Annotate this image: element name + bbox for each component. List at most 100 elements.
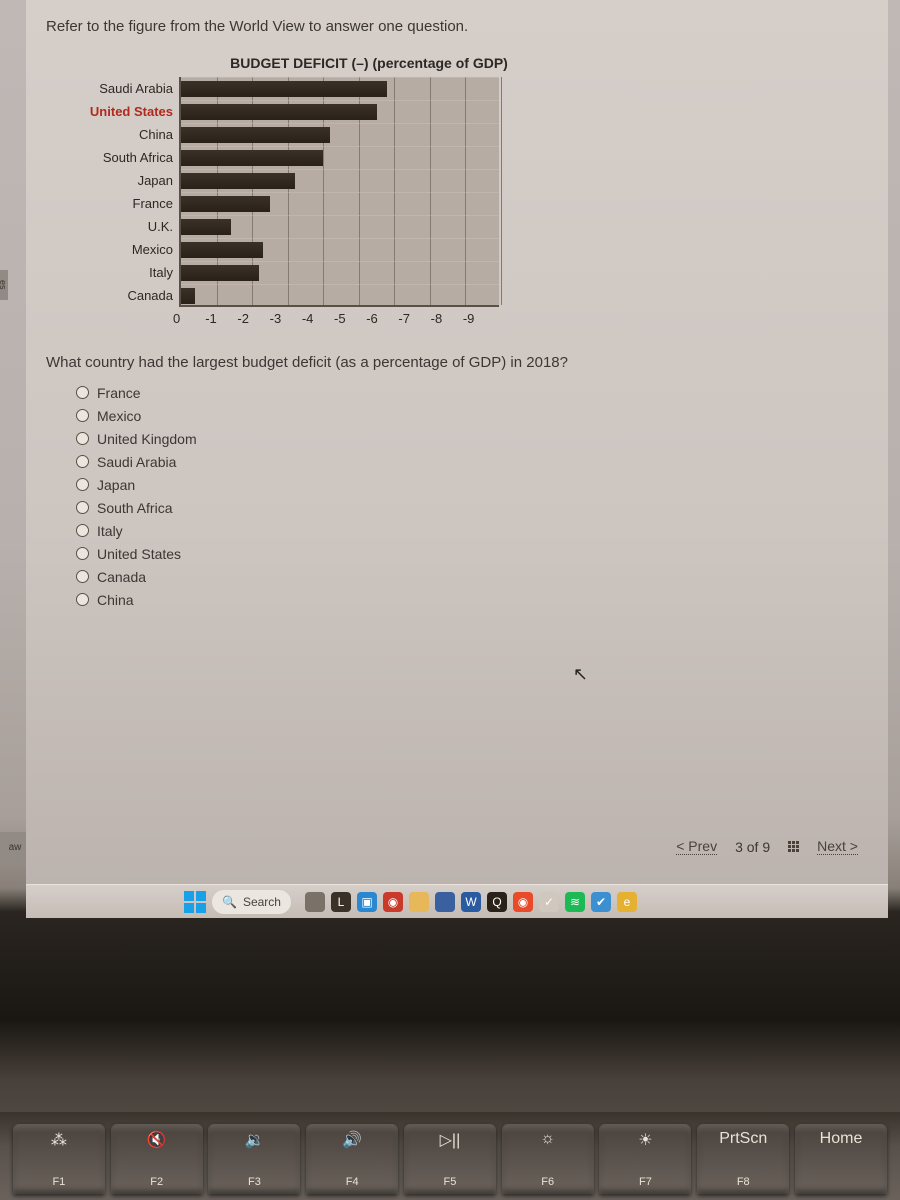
search-icon: 🔍 bbox=[222, 895, 237, 909]
radio-icon bbox=[76, 524, 89, 537]
y-label: Japan bbox=[71, 169, 179, 192]
radio-icon bbox=[76, 455, 89, 468]
radio-icon bbox=[76, 432, 89, 445]
bar bbox=[181, 242, 263, 258]
answer-option[interactable]: Japan bbox=[76, 473, 868, 496]
bar bbox=[181, 150, 323, 166]
left-edge-tab-1: es bbox=[0, 270, 8, 300]
page-content: Refer to the figure from the World View … bbox=[26, 0, 888, 885]
option-label: Japan bbox=[97, 477, 135, 493]
key-F7: ☀F7 bbox=[599, 1124, 691, 1194]
prev-label: Prev bbox=[688, 838, 717, 854]
y-label: France bbox=[71, 192, 179, 215]
taskbar-app-app2[interactable]: L bbox=[331, 892, 351, 912]
option-label: United States bbox=[97, 546, 181, 562]
option-label: Saudi Arabia bbox=[97, 454, 176, 470]
answer-option[interactable]: Saudi Arabia bbox=[76, 450, 868, 473]
answer-option[interactable]: United Kingdom bbox=[76, 427, 868, 450]
x-tick: -9 bbox=[463, 307, 495, 326]
key-F4: 🔊F4 bbox=[306, 1124, 398, 1194]
taskbar-app-edge[interactable]: e bbox=[617, 892, 637, 912]
key-F5: ▷||F5 bbox=[404, 1124, 496, 1194]
answer-option[interactable]: China bbox=[76, 588, 868, 611]
taskbar-app-word[interactable]: W bbox=[461, 892, 481, 912]
y-label: China bbox=[71, 123, 179, 146]
radio-icon bbox=[76, 501, 89, 514]
taskbar-icons: L ▣ ◉ WQ ◉ ✓ ≋ ✔ e bbox=[305, 892, 637, 912]
y-label: United States bbox=[71, 100, 179, 123]
keyboard-row: ⁂F1🔇F2🔉F3🔊F4▷||F5☼F6☀F7PrtScnF8Home bbox=[0, 1112, 900, 1200]
option-label: Canada bbox=[97, 569, 146, 585]
bar bbox=[181, 127, 330, 143]
key-F3: 🔉F3 bbox=[208, 1124, 300, 1194]
answer-option[interactable]: France bbox=[76, 381, 868, 404]
cursor-icon: ↖ bbox=[573, 664, 588, 685]
next-button[interactable]: Next > bbox=[817, 838, 858, 855]
pager-position: 3 of 9 bbox=[735, 839, 770, 855]
x-tick: -4 bbox=[302, 307, 334, 326]
chart-x-axis: 0-1-2-3-4-5-6-7-8-9 bbox=[179, 307, 501, 326]
option-label: Italy bbox=[97, 523, 123, 539]
taskbar-app-app1[interactable] bbox=[305, 892, 325, 912]
bar bbox=[181, 81, 387, 97]
answer-option[interactable]: South Africa bbox=[76, 496, 868, 519]
chart-y-labels: Saudi ArabiaUnited StatesChinaSouth Afri… bbox=[71, 77, 179, 307]
x-tick: -3 bbox=[270, 307, 302, 326]
taskbar: 🔍 Search L ▣ ◉ WQ ◉ ✓ ≋ ✔ e bbox=[26, 884, 888, 918]
option-label: France bbox=[97, 385, 141, 401]
y-label: South Africa bbox=[71, 146, 179, 169]
key-F6: ☼F6 bbox=[502, 1124, 594, 1194]
prev-button[interactable]: < Prev bbox=[676, 838, 717, 855]
radio-icon bbox=[76, 386, 89, 399]
taskbar-app-files[interactable] bbox=[409, 892, 429, 912]
pager: < Prev 3 of 9 Next > bbox=[676, 838, 858, 855]
option-label: United Kingdom bbox=[97, 431, 197, 447]
y-label: U.K. bbox=[71, 215, 179, 238]
bar bbox=[181, 219, 231, 235]
key-F2: 🔇F2 bbox=[111, 1124, 203, 1194]
x-tick: -5 bbox=[334, 307, 366, 326]
question-text: What country had the largest budget defi… bbox=[46, 354, 868, 371]
taskbar-app-app5[interactable]: Q bbox=[487, 892, 507, 912]
instruction-text: Refer to the figure from the World View … bbox=[46, 18, 868, 35]
chart: BUDGET DEFICIT (–) (percentage of GDP) S… bbox=[71, 55, 868, 326]
bar bbox=[181, 265, 259, 281]
taskbar-app-check[interactable]: ✔ bbox=[591, 892, 611, 912]
next-label: Next bbox=[817, 838, 846, 854]
grid-view-icon[interactable] bbox=[788, 841, 799, 852]
answer-option[interactable]: United States bbox=[76, 542, 868, 565]
radio-icon bbox=[76, 409, 89, 422]
x-tick: -6 bbox=[366, 307, 398, 326]
y-label: Italy bbox=[71, 261, 179, 284]
taskbar-app-app4[interactable] bbox=[435, 892, 455, 912]
taskbar-app-camera[interactable]: ▣ bbox=[357, 892, 377, 912]
x-tick: -7 bbox=[398, 307, 430, 326]
taskbar-app-app6[interactable]: ✓ bbox=[539, 892, 559, 912]
option-label: South Africa bbox=[97, 500, 173, 516]
answer-option[interactable]: Canada bbox=[76, 565, 868, 588]
y-label: Saudi Arabia bbox=[71, 77, 179, 100]
x-tick: -8 bbox=[431, 307, 463, 326]
x-tick: 0 bbox=[173, 307, 205, 326]
radio-icon bbox=[76, 593, 89, 606]
option-label: China bbox=[97, 592, 134, 608]
bar bbox=[181, 104, 377, 120]
key-Home: Home bbox=[795, 1124, 887, 1194]
option-label: Mexico bbox=[97, 408, 141, 424]
radio-icon bbox=[76, 547, 89, 560]
y-label: Canada bbox=[71, 284, 179, 307]
answer-option[interactable]: Mexico bbox=[76, 404, 868, 427]
key-F8: PrtScnF8 bbox=[697, 1124, 789, 1194]
start-button[interactable] bbox=[184, 891, 206, 913]
taskbar-app-app3[interactable]: ◉ bbox=[383, 892, 403, 912]
taskbar-app-chrome[interactable]: ◉ bbox=[513, 892, 533, 912]
x-tick: -2 bbox=[237, 307, 269, 326]
bar bbox=[181, 173, 295, 189]
bar bbox=[181, 288, 195, 304]
chart-plot-area bbox=[179, 77, 499, 307]
taskbar-app-spotify[interactable]: ≋ bbox=[565, 892, 585, 912]
answer-option[interactable]: Italy bbox=[76, 519, 868, 542]
answer-options: France Mexico United Kingdom Saudi Arabia Ja… bbox=[76, 381, 868, 611]
radio-icon bbox=[76, 570, 89, 583]
search-box[interactable]: 🔍 Search bbox=[212, 890, 291, 914]
